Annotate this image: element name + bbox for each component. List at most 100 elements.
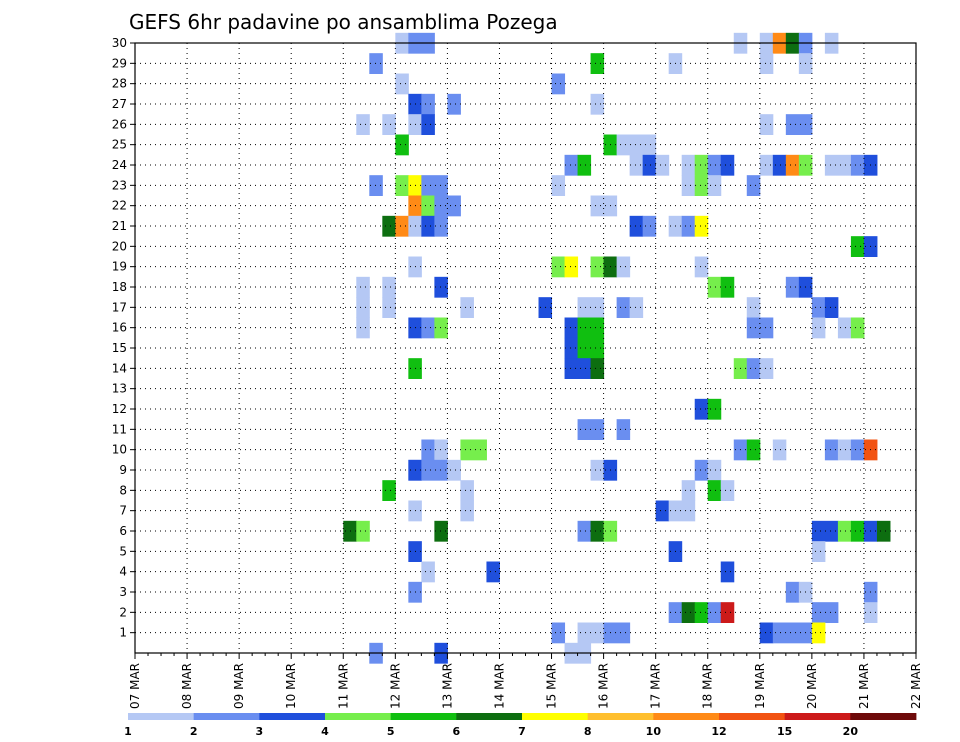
colorbar-swatch [390, 713, 457, 720]
precip-cell [850, 154, 865, 176]
precip-cell [720, 602, 735, 623]
precip-cell [382, 114, 396, 135]
colorbar-label: 8 [584, 725, 592, 738]
chart-title: GEFS 6hr padavine po ansamblima Pozega [129, 10, 558, 34]
precip-cell [811, 297, 826, 318]
precip-cell [421, 215, 435, 237]
precip-cell [785, 114, 813, 135]
precip-cell [486, 561, 500, 583]
y-tick-label: 28 [112, 77, 127, 91]
colorbar-label: 15 [777, 725, 792, 738]
precip-cell [395, 73, 409, 95]
x-tick-label: 13 MAR [440, 663, 454, 709]
y-tick-label: 8 [119, 483, 127, 497]
precip-cell [785, 276, 800, 298]
precip-cell [564, 154, 579, 176]
precip-cell [746, 175, 761, 196]
x-tick-label: 07 MAR [128, 663, 142, 709]
y-tick-label: 3 [119, 585, 127, 599]
y-tick-label: 15 [112, 341, 127, 355]
x-tick-label: 16 MAR [597, 663, 611, 709]
y-tick-label: 18 [112, 280, 127, 294]
x-tick-label: 21 MAR [857, 663, 871, 709]
precip-cell [577, 520, 592, 542]
precip-cell [837, 520, 852, 542]
y-tick-label: 4 [119, 565, 127, 579]
y-tick-label: 20 [112, 239, 127, 253]
y-tick-label: 30 [112, 36, 127, 50]
precip-cell [369, 175, 383, 196]
precip-cell [616, 256, 631, 278]
precip-cell [421, 317, 435, 339]
precip-cell [356, 114, 370, 135]
x-tick-label: 22 MAR [909, 663, 923, 709]
precip-cell [850, 317, 865, 339]
colorbar-swatch [784, 713, 851, 720]
precip-cell [759, 53, 774, 74]
colorbar-label: 3 [256, 725, 264, 738]
y-tick-label: 22 [112, 199, 127, 213]
y-tick-label: 10 [112, 443, 127, 457]
colorbar-swatch [587, 713, 654, 720]
colorbar-label: 2 [190, 725, 198, 738]
precip-cell [356, 317, 370, 339]
colorbar: 1 2 3 4 5 6 7 8 10 12 15 20 [124, 713, 917, 738]
precip-cell [421, 93, 435, 115]
precip-cell [759, 114, 774, 135]
precip-cell [434, 439, 448, 461]
precip-cell [681, 154, 696, 176]
precip-cell [811, 541, 826, 562]
y-tick-label: 24 [112, 158, 127, 172]
precip-cell [551, 175, 566, 196]
precip-cell [434, 317, 448, 339]
precip-cell [590, 459, 605, 481]
precip-cell [590, 195, 618, 217]
y-tick-label: 27 [112, 97, 127, 111]
colorbar-swatch [128, 713, 195, 720]
y-tick-label: 17 [112, 300, 127, 314]
precip-cell [720, 561, 735, 583]
precip-cell [460, 480, 474, 501]
precip-cell [421, 175, 448, 196]
y-tick-label: 25 [112, 138, 127, 152]
precip-cell [720, 480, 735, 501]
x-tick-label: 18 MAR [701, 663, 715, 709]
precip-cell [395, 215, 409, 237]
y-tick-label: 14 [112, 361, 127, 375]
precip-cell [421, 561, 435, 583]
y-tick-label: 11 [112, 422, 127, 436]
precip-cell [746, 439, 761, 461]
precip-cell [694, 398, 709, 420]
y-tick-label: 9 [119, 463, 127, 477]
precip-cell [655, 154, 670, 176]
precip-cell [564, 317, 579, 339]
precip-cell [681, 480, 696, 501]
colorbar-swatch [193, 713, 260, 720]
precip-cell [564, 337, 579, 359]
colorbar-label: 5 [387, 725, 395, 738]
precip-cell [694, 215, 709, 237]
colorbar-swatch [259, 713, 326, 720]
y-axis-ticks: 1234567891011121314151617181920212223242… [112, 36, 135, 640]
plot-frame [134, 42, 917, 654]
y-tick-label: 7 [119, 504, 127, 518]
x-tick-label: 19 MAR [753, 663, 767, 709]
precip-cell [707, 276, 722, 298]
precip-cell [421, 114, 435, 135]
precip-cell [655, 500, 670, 522]
x-tick-label: 10 MAR [284, 663, 298, 709]
precip-cell [720, 276, 735, 298]
precip-cell [421, 195, 435, 217]
precip-cell [707, 398, 722, 420]
precip-cell [395, 134, 409, 156]
precip-cell [772, 622, 813, 644]
y-tick-label: 12 [112, 402, 127, 416]
x-tick-label: 12 MAR [388, 663, 402, 709]
precip-cell [382, 297, 396, 318]
precip-cell [681, 175, 696, 196]
precip-cell [850, 439, 865, 461]
precip-cell [746, 358, 761, 379]
precip-cell [772, 439, 787, 461]
precip-cell [681, 215, 696, 237]
x-tick-label: 15 MAR [545, 663, 559, 709]
